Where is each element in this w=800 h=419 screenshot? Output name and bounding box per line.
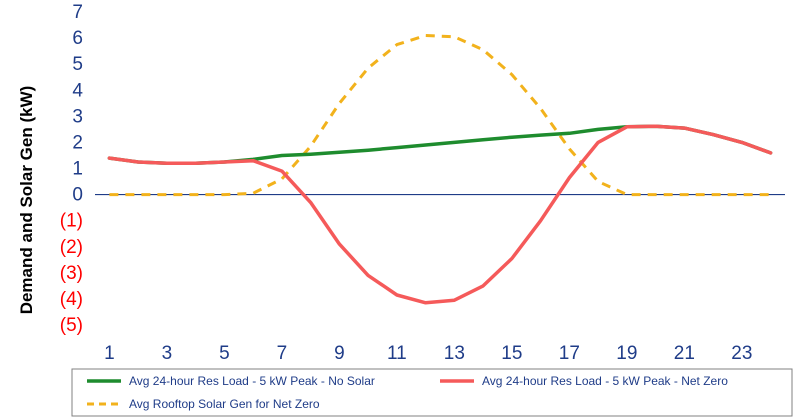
x-tick-label: 17 [559,343,580,364]
x-tick-label: 3 [162,343,173,364]
y-tick-label: 4 [72,80,83,101]
y-tick-label: (4) [60,289,83,310]
series-line-1 [107,124,773,166]
y-tick-label: 1 [72,159,83,180]
x-tick-label: 21 [674,343,695,364]
x-tick-label: 9 [334,343,345,364]
y-tick-label: (3) [60,263,83,284]
y-tick-label: 0 [72,185,83,206]
series-line-3 [109,34,771,197]
x-tick-label: 23 [731,343,752,364]
y-tick-label: 3 [72,106,83,127]
x-tick-label: 1 [104,343,115,364]
y-axis-title: Demand and Solar Gen (kW) [17,86,36,315]
x-tick-label: 11 [387,343,407,364]
y-tick-label: 5 [72,54,83,75]
y-tick-label: 7 [72,2,83,23]
y-tick-labels: 7 6 5 4 3 2 1 0 (1) (2) (3) (4) (5) [60,2,84,336]
legend: Avg 24-hour Res Load - 5 kW Peak - No So… [71,368,793,417]
legend-box [71,368,793,417]
legend-label-2: Avg 24-hour Res Load - 5 kW Peak - Net Z… [482,374,728,388]
x-tick-label: 7 [277,343,288,364]
y-tick-label: (5) [60,315,83,336]
y-tick-label: (1) [60,211,83,232]
x-tick-label: 15 [501,343,522,364]
x-tick-label: 5 [219,343,230,364]
x-tick-label: 13 [444,343,465,364]
y-tick-label: 2 [72,132,83,153]
legend-label-1: Avg 24-hour Res Load - 5 kW Peak - No So… [129,374,375,388]
y-tick-label: 6 [72,28,83,49]
y-tick-label: (2) [60,237,83,258]
legend-label-3: Avg Rooftop Solar Gen for Net Zero [129,397,320,411]
x-tick-labels: 1 3 5 7 9 11 13 15 17 19 21 23 [104,343,752,364]
series-line-2 [107,124,773,305]
plot-area [107,34,773,305]
x-tick-label: 19 [616,343,637,364]
